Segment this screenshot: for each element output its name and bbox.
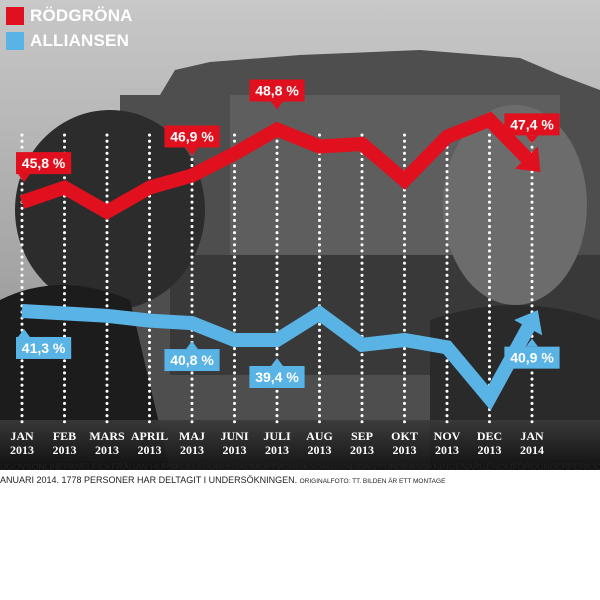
data-label-pointer-s0-0 [18,174,30,183]
data-point-s1-5 [233,339,236,341]
data-point-s0-1 [63,186,66,189]
data-label-s0-3: 47,4 % [510,116,554,132]
caption-credit: ORIGINALFOTO: TT. BILDEN ÄR ETT MONTAGE [299,478,446,485]
data-point-s0-12 [531,162,533,165]
legend-label-alliansen: ALLIANSEN [30,31,130,50]
data-label-s0-2: 48,8 % [255,83,299,99]
x-tick-label-2-0: MARS [89,429,125,443]
x-tick-label-0-0: JAN [10,429,34,443]
data-point-s0-5 [233,152,236,155]
data-label-box-s1-0 [16,336,72,359]
data-label-pointer-s1-1 [186,341,198,350]
data-point-s1-7 [318,312,321,315]
data-point-s1-1 [63,312,66,315]
series-arrowhead-1 [514,310,543,336]
data-label-box-s1-2 [249,366,305,388]
x-tick-label-7-1: 2013 [308,443,332,457]
data-label-pointer-s0-2 [271,101,283,110]
data-point-s0-8 [361,143,363,146]
x-tick-label-8-1: 2013 [350,443,374,457]
data-point-s1-8 [361,343,363,346]
data-label-box-s0-2 [249,79,305,102]
data-label-s1-2: 39,4 % [255,369,299,385]
legend-swatch-red [6,7,24,25]
axis-band [0,420,600,470]
chart-svg: 45,8 % 46,9 % 48,8 % 47,4 % 41,3 % 40,8 % 39,4… [0,0,600,470]
data-point-s0-9 [403,179,406,182]
data-point-s1-9 [403,339,406,341]
x-tick-label-10-1: 2013 [435,443,459,457]
tick-layer: JAN2013FEB2013MARS2013APRIL2013MAJ2013JU… [10,429,544,457]
series-arrowhead-0 [515,146,541,172]
x-tick-label-9-0: OKT [391,429,418,443]
data-label-box-s0-3 [504,113,560,136]
data-label-pointer-s1-0 [18,328,30,337]
data-label-s1-0: 41,3 % [22,340,66,356]
series-layer [19,111,543,411]
data-point-s1-3 [148,319,151,322]
data-label-box-s1-1 [164,349,220,372]
data-point-s1-11 [488,397,491,400]
data-label-s1-3: 40,9 % [510,350,554,366]
data-label-box-s0-0 [16,152,72,175]
x-tick-label-11-0: DEC [477,429,502,443]
caption-line-1: UGOVSONLINEPANELFICKFRÅGAN”HURSKULLEDURÖ… [0,462,600,472]
data-point-s0-4 [191,174,193,177]
data-label-s0-0: 45,8 % [22,155,66,171]
x-tick-label-1-0: FEB [53,429,76,443]
data-label-s1-1: 40,8 % [170,352,214,368]
label-layer: 45,8 % 46,9 % 48,8 % 47,4 % 41,3 % 40,8 % 39,4… [16,79,560,388]
x-tick-label-5-0: JUNI [220,429,248,443]
x-tick-label-9-1: 2013 [393,443,417,457]
data-point-s1-10 [446,346,448,349]
x-tick-label-2-1: 2013 [95,443,119,457]
legend-item-rodgrona: RÖDGRÖNA [6,6,133,26]
x-tick-label-6-1: 2013 [265,443,289,457]
data-point-s1-4 [191,322,193,325]
x-tick-label-3-0: APRIL [131,429,168,443]
x-tick-label-3-1: 2013 [138,443,162,457]
x-tick-label-12-1: 2014 [520,443,544,457]
data-label-pointer-s0-1 [186,147,198,156]
data-label-pointer-s1-3 [526,338,538,347]
caption-line-2: ANUARI 2014. 1778 PERSONER HAR DELTAGIT … [0,475,600,485]
data-point-s1-2 [106,314,108,317]
data-point-s0-2 [106,210,108,213]
data-point-s1-6 [276,339,278,341]
x-tick-label-4-0: MAJ [179,429,205,443]
x-tick-label-6-0: JULI [263,429,291,443]
x-tick-label-7-0: AUG [306,429,333,443]
x-tick-label-8-0: SEP [351,429,373,443]
person-right-silhouette [443,105,587,305]
x-tick-label-1-1: 2013 [53,443,77,457]
data-label-pointer-s1-2 [271,358,283,366]
data-label-pointer-s0-3 [526,135,538,144]
data-label-s0-1: 46,9 % [170,128,214,144]
caption-line-2-text: ANUARI 2014. 1778 PERSONER HAR DELTAGIT … [0,475,298,485]
data-point-s0-3 [148,186,151,189]
x-tick-label-10-0: NOV [434,429,461,443]
data-point-s1-12 [531,319,533,322]
data-point-s0-6 [276,128,278,131]
data-point-s0-7 [318,145,321,148]
data-label-box-s0-1 [164,125,220,148]
data-point-s0-11 [488,118,491,121]
data-point-s0-10 [446,135,448,138]
x-tick-label-0-1: 2013 [10,443,34,457]
data-point-s1-0 [21,309,23,312]
data-label-box-s1-3 [504,346,560,369]
x-tick-label-11-1: 2013 [478,443,502,457]
x-tick-label-5-1: 2013 [223,443,247,457]
x-tick-label-12-0: JAN [520,429,544,443]
x-tick-label-4-1: 2013 [180,443,204,457]
legend-swatch-blue [6,32,24,50]
legend-item-alliansen: ALLIANSEN [6,31,129,51]
data-point-s0-0 [21,201,23,204]
legend-label-rodgrona: RÖDGRÖNA [30,6,133,25]
